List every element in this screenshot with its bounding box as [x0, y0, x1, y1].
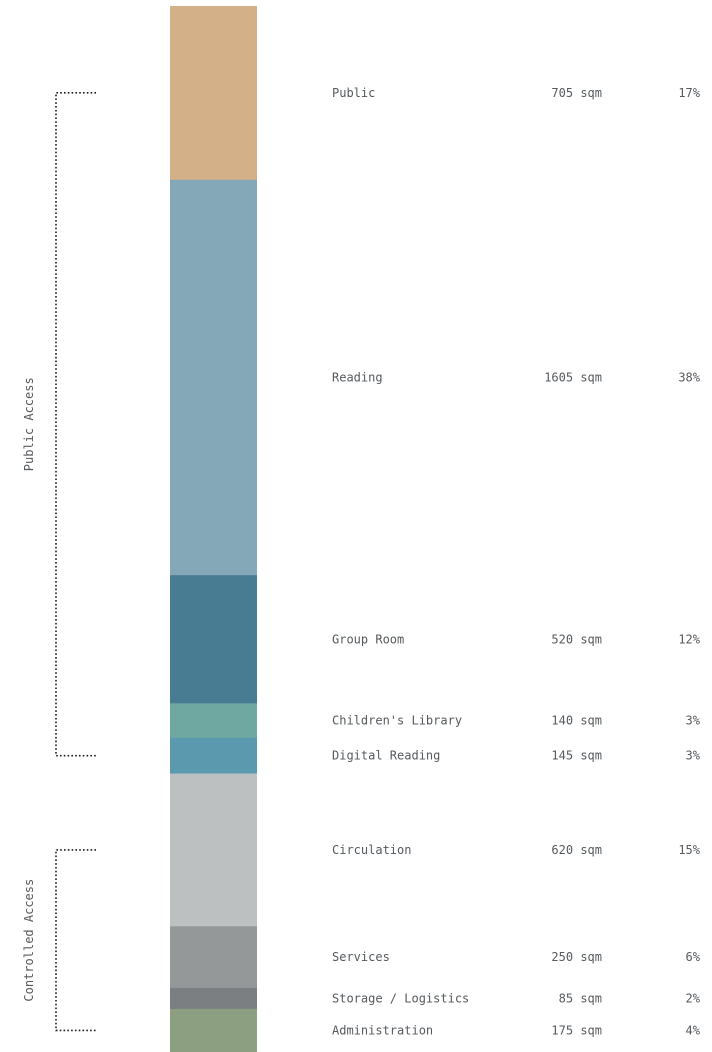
row-area-administration: 175 sqm: [551, 1023, 602, 1037]
bar-segment-children-s-library: [170, 703, 257, 739]
row-label-circulation: Circulation: [332, 843, 411, 857]
row-percent-group-room: 12%: [678, 632, 700, 646]
row-area-reading: 1605 sqm: [544, 370, 602, 384]
row-area-digital-reading: 145 sqm: [551, 749, 602, 763]
row-percent-public: 17%: [678, 86, 700, 100]
row-label-group-room: Group Room: [332, 632, 404, 646]
row-percent-reading: 38%: [678, 370, 700, 384]
row-label-services: Services: [332, 950, 390, 964]
bracket-public-access: [55, 92, 96, 757]
bar-segment-public: [170, 6, 257, 181]
group-brackets: Public Access Controlled Access: [22, 92, 96, 1032]
row-area-services: 250 sqm: [551, 950, 602, 964]
stacked-bar: [170, 6, 257, 1052]
row-label-digital-reading: Digital Reading: [332, 749, 440, 763]
group-label-controlled-access: Controlled Access: [22, 879, 36, 1002]
row-percent-circulation: 15%: [678, 843, 700, 857]
row-percent-administration: 4%: [686, 1023, 701, 1037]
row-label-administration: Administration: [332, 1023, 433, 1037]
row-percent-children-s-library: 3%: [686, 714, 701, 728]
bar-segment-services: [170, 926, 257, 989]
bar-segment-circulation: [170, 773, 257, 927]
row-area-storage-logistics: 85 sqm: [559, 991, 602, 1005]
row-percent-services: 6%: [686, 950, 701, 964]
row-area-public: 705 sqm: [551, 86, 602, 100]
bar-segment-storage-logistics: [170, 987, 257, 1010]
group-label-public-access: Public Access: [22, 377, 36, 471]
bar-segment-administration: [170, 1008, 257, 1052]
row-percent-storage-logistics: 2%: [686, 991, 701, 1005]
row-percent-digital-reading: 3%: [686, 749, 701, 763]
row-area-children-s-library: 140 sqm: [551, 714, 602, 728]
row-label-children-s-library: Children's Library: [332, 714, 462, 728]
row-area-circulation: 620 sqm: [551, 843, 602, 857]
bar-segment-reading: [170, 179, 257, 576]
row-label-reading: Reading: [332, 370, 383, 384]
bar-segment-group-room: [170, 575, 257, 704]
bar-segment-digital-reading: [170, 737, 257, 774]
row-label-storage-logistics: Storage / Logistics: [332, 991, 469, 1005]
row-label-public: Public: [332, 86, 375, 100]
row-area-group-room: 520 sqm: [551, 632, 602, 646]
row-labels: Public 705 sqm 17% Reading 1605 sqm 38% Group …: [332, 86, 701, 1038]
bracket-controlled-access: [55, 849, 96, 1032]
